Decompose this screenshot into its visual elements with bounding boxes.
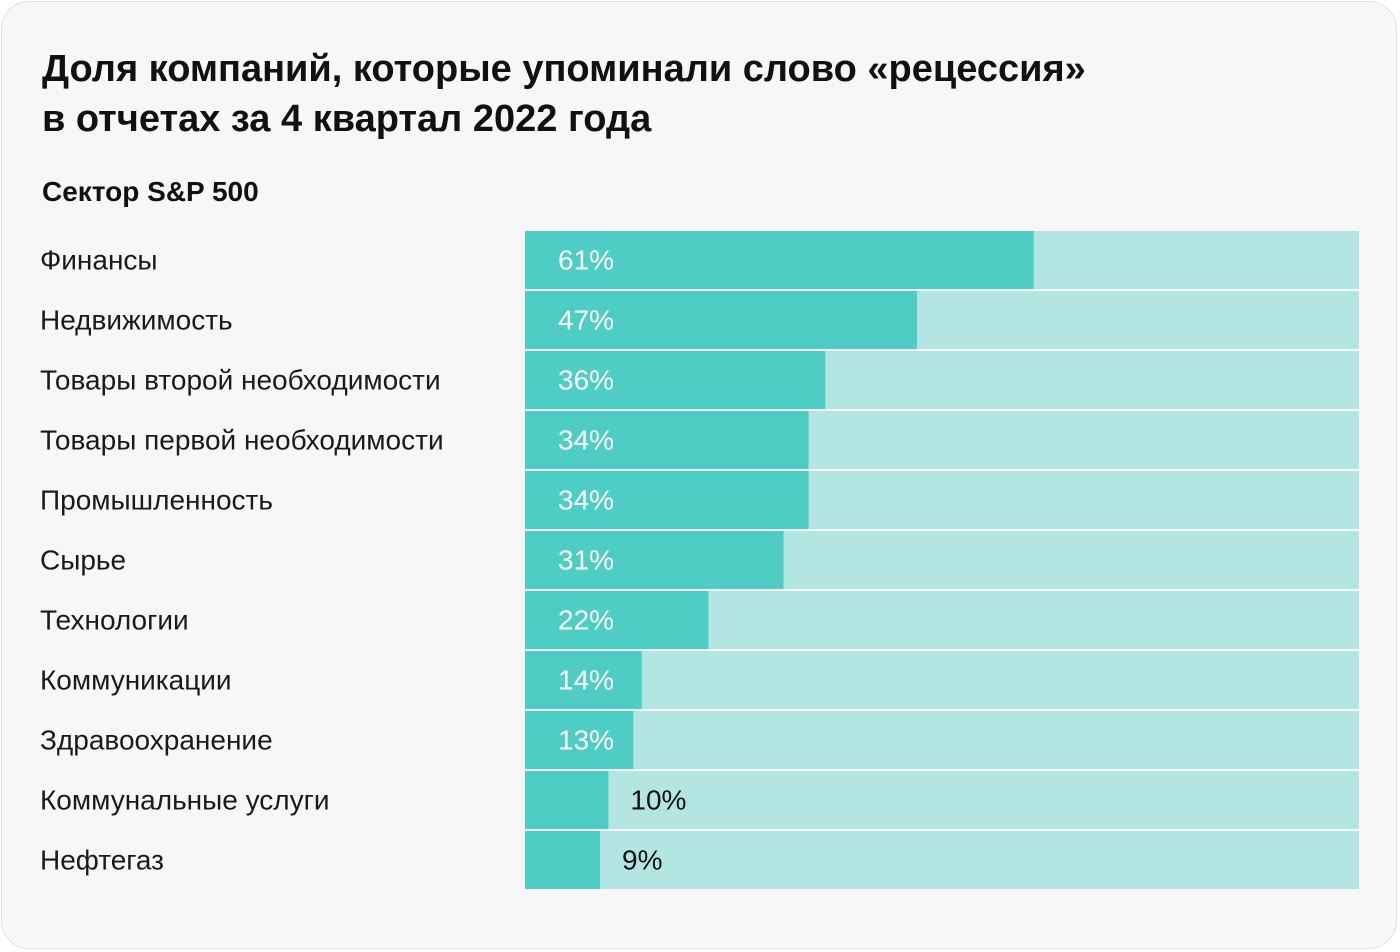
bar	[525, 711, 634, 769]
category-label: Промышленность	[40, 485, 273, 516]
value-label: 34%	[558, 485, 614, 516]
chart-subtitle: Сектор S&P 500	[42, 176, 259, 207]
chart-title: Доля компаний, которые упоминали слово «…	[42, 44, 1342, 144]
bar-track	[525, 711, 1359, 769]
category-label: Товары второй необходимости	[40, 365, 441, 396]
value-label: 61%	[558, 245, 614, 276]
category-label: Технологии	[40, 605, 189, 636]
bar-track	[525, 651, 1359, 709]
value-label: 13%	[558, 725, 614, 756]
bar-track	[525, 831, 1359, 889]
bar	[525, 471, 809, 529]
value-label: 47%	[558, 305, 614, 336]
value-label: 10%	[630, 785, 686, 816]
value-label: 22%	[558, 605, 614, 636]
category-label: Финансы	[40, 245, 158, 276]
chart-title-line-1: Доля компаний, которые упоминали слово «…	[42, 48, 1086, 90]
chart-title-line-2: в отчетах за 4 квартал 2022 года	[42, 98, 652, 140]
value-label: 36%	[558, 365, 614, 396]
bar-track	[525, 771, 1359, 829]
bar	[525, 531, 784, 589]
value-label: 31%	[558, 545, 614, 576]
category-label: Сырье	[40, 545, 126, 576]
bar	[525, 591, 709, 649]
bar	[525, 831, 601, 889]
category-label: Недвижимость	[40, 305, 233, 336]
bar	[525, 651, 642, 709]
bar	[525, 771, 609, 829]
bar	[525, 291, 917, 349]
bar	[525, 411, 809, 469]
value-label: 34%	[558, 425, 614, 456]
value-label: 9%	[622, 845, 662, 876]
category-label: Товары первой необходимости	[40, 425, 444, 456]
category-label: Здравоохранение	[40, 725, 273, 756]
value-label: 14%	[558, 665, 614, 696]
category-label: Коммуникации	[40, 665, 232, 696]
bar	[525, 231, 1034, 289]
category-label: Коммунальные услуги	[40, 785, 329, 816]
category-label: Нефтегаз	[40, 845, 164, 876]
bar	[525, 351, 826, 409]
